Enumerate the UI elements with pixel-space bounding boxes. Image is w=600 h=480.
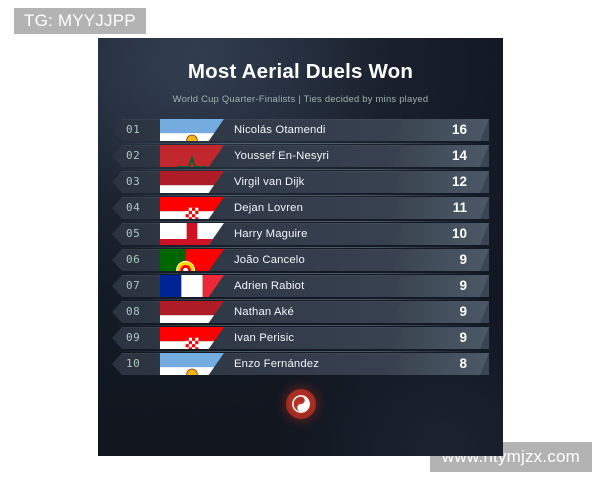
table-row: 08 Nathan Aké 9 <box>112 301 489 326</box>
row-divider <box>118 169 483 170</box>
flag-icon-netherlands <box>160 171 224 193</box>
row-divider <box>118 325 483 326</box>
table-row: 04 Dejan Lovren 11 <box>112 197 489 222</box>
value-plate <box>393 119 489 141</box>
card-subtitle: World Cup Quarter-Finalists | Ties decid… <box>172 93 429 104</box>
row-rank: 02 <box>126 149 141 162</box>
row-value: 10 <box>451 226 467 241</box>
value-plate <box>393 275 489 297</box>
ranking-list: 01 Nicolás Otamendi 16 02 Youssef En-Nesyr… <box>98 119 503 375</box>
card-header: Most Aerial Duels Won World Cup Quarter-… <box>98 38 503 104</box>
flag-icon-netherlands <box>160 301 224 323</box>
brand-logo-icon <box>285 389 316 419</box>
table-row: 10 Enzo Fernández 8 <box>112 353 489 375</box>
table-row: 01 Nicolás Otamendi 16 <box>112 119 489 144</box>
row-divider <box>118 351 483 352</box>
row-divider <box>118 195 483 196</box>
row-divider <box>118 273 483 274</box>
player-name: Adrien Rabiot <box>234 280 305 292</box>
player-name: Enzo Fernández <box>234 358 319 370</box>
table-row: 09 Ivan Perisic 9 <box>112 327 489 352</box>
row-rank: 03 <box>126 175 141 188</box>
value-plate <box>393 353 489 375</box>
logo-container <box>98 389 503 419</box>
row-value: 9 <box>459 330 467 345</box>
row-divider <box>118 143 483 144</box>
player-name: Ivan Perisic <box>234 332 295 344</box>
flag-icon-croatia <box>160 197 224 219</box>
row-value: 9 <box>459 278 467 293</box>
table-row: 03 Virgil van Dijk 12 <box>112 171 489 196</box>
row-divider <box>118 299 483 300</box>
flag-icon-portugal <box>160 249 224 271</box>
row-divider <box>118 221 483 222</box>
player-name: Dejan Lovren <box>234 202 303 214</box>
table-row: 02 Youssef En-Nesyri 14 <box>112 145 489 170</box>
player-name: Harry Maguire <box>234 228 308 240</box>
row-rank: 06 <box>126 253 141 266</box>
value-plate <box>393 327 489 349</box>
page-title: Most Aerial Duels Won <box>187 60 414 83</box>
infographic-card: Most Aerial Duels Won World Cup Quarter-… <box>98 38 503 456</box>
row-value: 14 <box>451 148 467 163</box>
value-plate <box>393 145 489 167</box>
value-plate <box>393 249 489 271</box>
flag-icon-croatia <box>160 327 224 349</box>
row-rank: 05 <box>126 227 141 240</box>
row-value: 16 <box>451 122 467 137</box>
row-rank: 10 <box>126 357 141 370</box>
row-value: 12 <box>451 174 467 189</box>
row-rank: 07 <box>126 279 141 292</box>
row-value: 8 <box>459 356 467 371</box>
player-name: Nicolás Otamendi <box>234 124 326 136</box>
flag-icon-morocco <box>160 145 224 167</box>
player-name: Youssef En-Nesyri <box>234 150 330 162</box>
value-plate <box>393 301 489 323</box>
player-name: Nathan Aké <box>234 306 294 318</box>
player-name: Virgil van Dijk <box>234 176 305 188</box>
table-row: 05 Harry Maguire 10 <box>112 223 489 248</box>
table-row: 07 Adrien Rabiot 9 <box>112 275 489 300</box>
row-rank: 08 <box>126 305 141 318</box>
row-divider <box>118 247 483 248</box>
flag-icon-england <box>160 223 224 245</box>
value-plate <box>393 171 489 193</box>
row-rank: 01 <box>126 123 141 136</box>
row-value: 9 <box>459 304 467 319</box>
row-rank: 04 <box>126 201 141 214</box>
value-plate <box>393 197 489 219</box>
table-row: 06 João Cancelo 9 <box>112 249 489 274</box>
row-value: 9 <box>459 252 467 267</box>
row-value: 11 <box>452 200 467 215</box>
flag-icon-argentina <box>160 353 224 375</box>
watermark-top-left: TG: MYYJJPP <box>14 8 146 34</box>
flag-icon-argentina <box>160 119 224 141</box>
watermark-bottom-right: www.ntymjzx.com <box>429 442 592 472</box>
row-rank: 09 <box>126 331 141 344</box>
player-name: João Cancelo <box>234 254 305 266</box>
value-plate <box>393 223 489 245</box>
